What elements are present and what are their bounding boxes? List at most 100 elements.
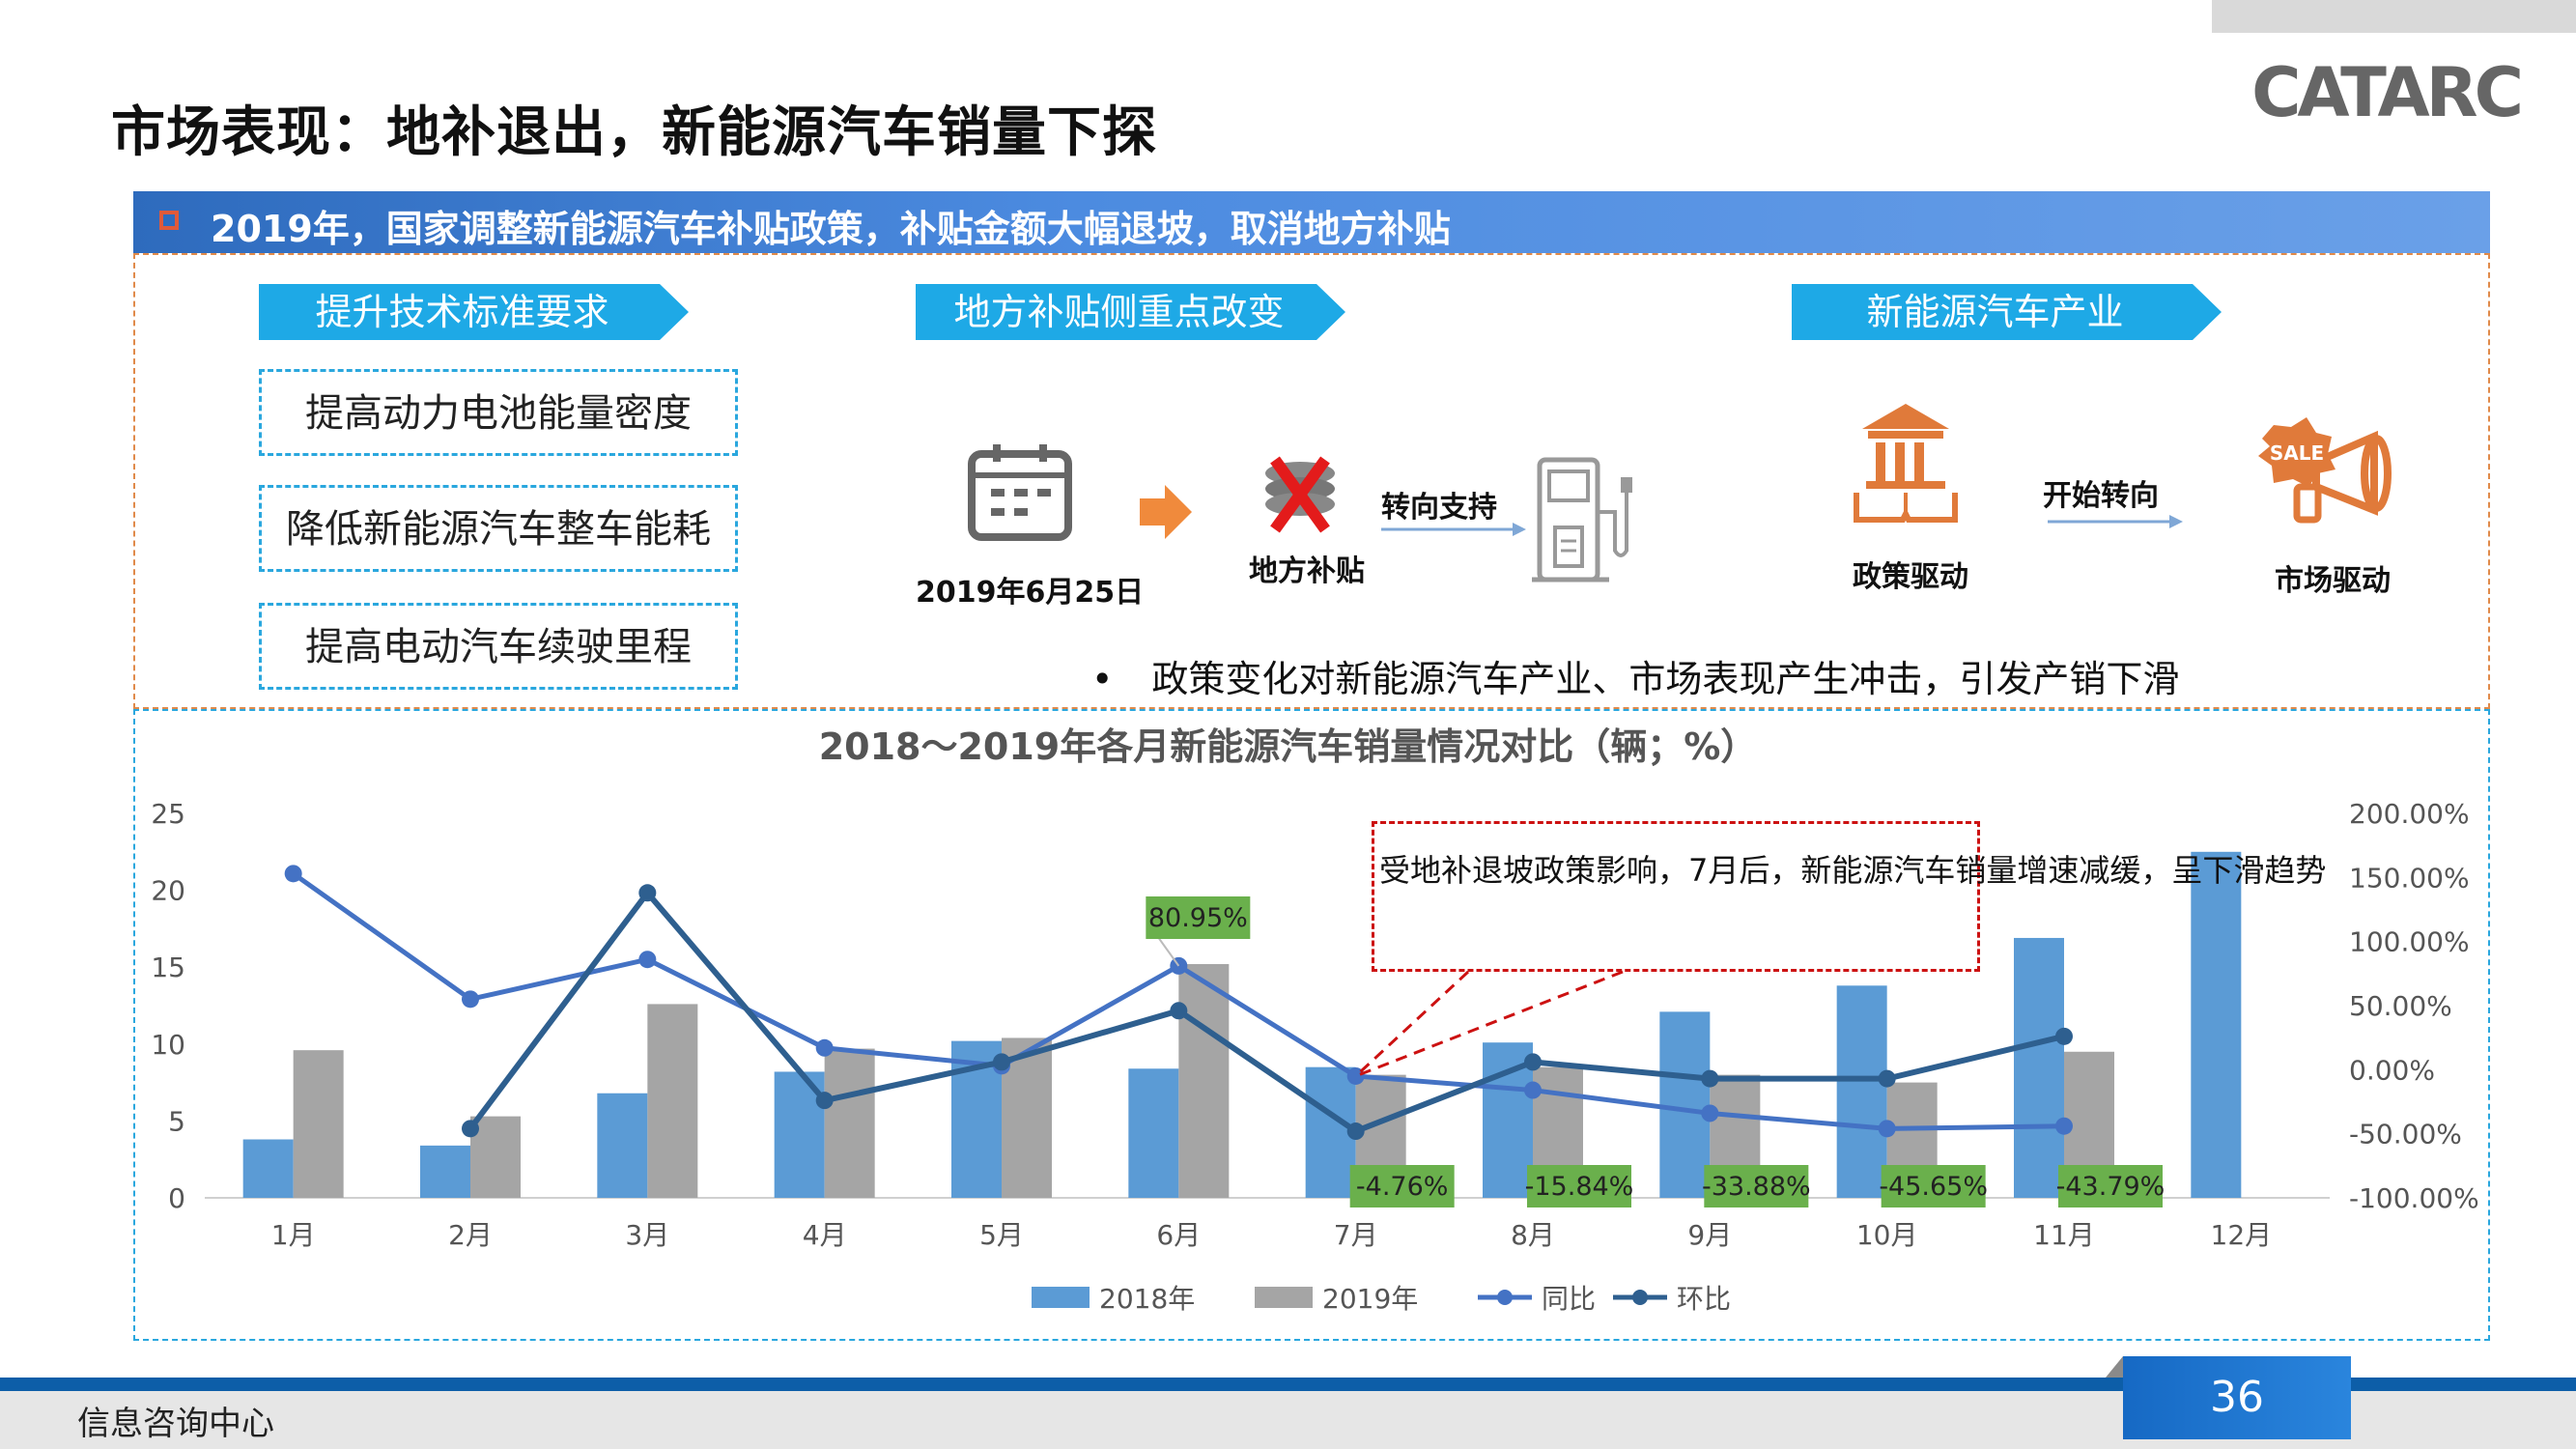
x-tick-label: 12月 <box>2211 1219 2273 1251</box>
series-point-mom <box>1701 1069 1719 1088</box>
data-label-box <box>1881 1165 1986 1208</box>
bar-2019 <box>647 1004 698 1198</box>
impact-bullet: • 政策变化对新能源汽车产业、市场表现产生冲击，引发产销下滑 <box>1091 649 2179 702</box>
series-point-yoy <box>284 865 302 883</box>
annotation-pointer <box>1355 970 1624 1078</box>
industry-label: 新能源汽车产业 <box>1792 284 2222 340</box>
chart-box <box>133 709 2490 1341</box>
bar-2018 <box>1128 1068 1179 1198</box>
series-point-yoy <box>1701 1104 1719 1122</box>
x-tick-label: 10月 <box>1856 1219 1918 1251</box>
catarc-logo: CATARC <box>2251 60 2524 128</box>
series-point-mom <box>815 1092 834 1110</box>
bar-2018 <box>1836 985 1887 1198</box>
turn-support-arrow <box>1381 523 1526 536</box>
legend-label: 环比 <box>1677 1283 1731 1315</box>
top-right-bar <box>2212 0 2576 33</box>
y-right-tick-label: 150.00% <box>2349 862 2470 894</box>
data-label-box <box>1146 896 1251 939</box>
footer-line <box>0 1378 2576 1391</box>
bullet-dot: • <box>1091 658 1114 700</box>
data-label-box <box>1704 1165 1809 1208</box>
government-book-icon <box>1854 404 1958 523</box>
bar-2018 <box>242 1139 294 1198</box>
data-label-box <box>2058 1165 2163 1208</box>
data-label-box <box>1349 1165 1455 1208</box>
y-right-tick-label: 0.00% <box>2349 1054 2435 1086</box>
bar-2019 <box>1178 964 1230 1198</box>
bar-2019 <box>293 1050 344 1198</box>
y-right-tick-label: 200.00% <box>2349 798 2470 830</box>
x-tick-label: 5月 <box>979 1219 1024 1251</box>
y-left-tick-label: 25 <box>151 798 185 830</box>
banner-text: 2019年，国家调整新能源汽车补贴政策，补贴金额大幅退坡，取消地方补贴 <box>211 208 1451 250</box>
y-left-tick-label: 10 <box>151 1029 185 1061</box>
legend-swatch-dot <box>1497 1290 1513 1305</box>
annotation-box <box>1372 821 1980 972</box>
turn-support-text: 转向支持 <box>1381 491 1497 525</box>
x-tick-label: 2月 <box>448 1219 493 1251</box>
x-tick-label: 1月 <box>271 1219 316 1251</box>
bar-2018 <box>2014 937 2064 1198</box>
start-turn-text: 开始转向 <box>2043 479 2159 513</box>
calendar-icon <box>968 444 1072 541</box>
series-point-yoy <box>638 951 657 969</box>
series-point-yoy <box>815 1038 834 1057</box>
y-right-tick-label: 50.00% <box>2349 990 2452 1022</box>
data-label-box <box>1527 1165 1631 1208</box>
policy-banner <box>133 191 2490 253</box>
tech-item-range: 提高电动汽车续驶里程 <box>259 603 738 690</box>
sale-megaphone-icon: SALE <box>2258 417 2392 524</box>
data-label: -43.79% <box>2056 1172 2166 1202</box>
banner-bullet-icon <box>159 211 179 230</box>
legend-label: 同比 <box>1542 1283 1596 1315</box>
series-point-yoy <box>1346 1066 1365 1085</box>
chart-title: 2018～2019年各月新能源汽车销量情况对比（辆；%） <box>818 725 1758 768</box>
series-point-mom <box>2055 1027 2073 1045</box>
impact-bullet-text: 政策变化对新能源汽车产业、市场表现产生冲击，引发产销下滑 <box>1151 658 2180 700</box>
logo-text: CATARC <box>2251 60 2520 128</box>
annotation-text: 受地补退坡政策影响，7月后，新能源汽车销量增速减缓，呈下滑趋势 <box>1379 852 2327 889</box>
legend-swatch-dot <box>1632 1290 1648 1305</box>
series-line-mom <box>467 888 2065 1135</box>
y-right-tick-label: 100.00% <box>2349 926 2470 958</box>
bar-2018 <box>420 1145 470 1198</box>
y-left-tick-label: 20 <box>151 875 185 907</box>
orange-arrow-icon <box>1140 485 1192 539</box>
series-point-mom <box>1878 1069 1896 1088</box>
start-turn-arrow <box>2048 515 2183 528</box>
x-tick-label: 7月 <box>1334 1219 1378 1251</box>
x-tick-label: 11月 <box>2033 1219 2095 1251</box>
footer-org: 信息咨询中心 <box>77 1405 274 1443</box>
page-number: 36 <box>2210 1373 2264 1422</box>
series-point-yoy <box>2055 1117 2073 1135</box>
page-title: 市场表现：地补退出，新能源汽车销量下探 <box>111 101 1157 164</box>
annotation-pointer <box>1354 970 1470 1078</box>
x-tick-label: 4月 <box>803 1219 847 1251</box>
data-label: -45.65% <box>1879 1172 1988 1202</box>
y-left-tick-label: 15 <box>151 952 185 983</box>
x-tick-label: 8月 <box>1511 1219 1555 1251</box>
x-tick-label: 9月 <box>1687 1219 1732 1251</box>
series-point-mom <box>1524 1053 1542 1071</box>
series-point-mom <box>1346 1122 1365 1141</box>
series-point-yoy <box>1524 1081 1542 1099</box>
local-subsidy-label: 地方补贴侧重点改变 <box>916 284 1345 340</box>
series-point-mom <box>638 884 657 902</box>
policy-driven-text: 政策驱动 <box>1853 560 1968 594</box>
legend-label: 2018年 <box>1099 1283 1195 1315</box>
x-tick-label: 6月 <box>1156 1219 1201 1251</box>
x-tick-label: 3月 <box>625 1219 669 1251</box>
page-number-box <box>2123 1356 2351 1439</box>
series-point-yoy <box>1878 1120 1896 1138</box>
series-point-mom <box>1170 1002 1188 1020</box>
tech-standard-label: 提升技术标准要求 <box>259 284 689 340</box>
data-label: -33.88% <box>1702 1172 1811 1202</box>
bar-2018 <box>1483 1042 1533 1198</box>
charging-station-icon <box>1532 457 1632 582</box>
series-point-yoy <box>462 990 479 1009</box>
bar-2019 <box>824 1048 875 1198</box>
legend-label: 2019年 <box>1322 1283 1418 1315</box>
tech-item-battery: 提高动力电池能量密度 <box>259 369 738 456</box>
data-label: 80.95% <box>1148 903 1248 933</box>
